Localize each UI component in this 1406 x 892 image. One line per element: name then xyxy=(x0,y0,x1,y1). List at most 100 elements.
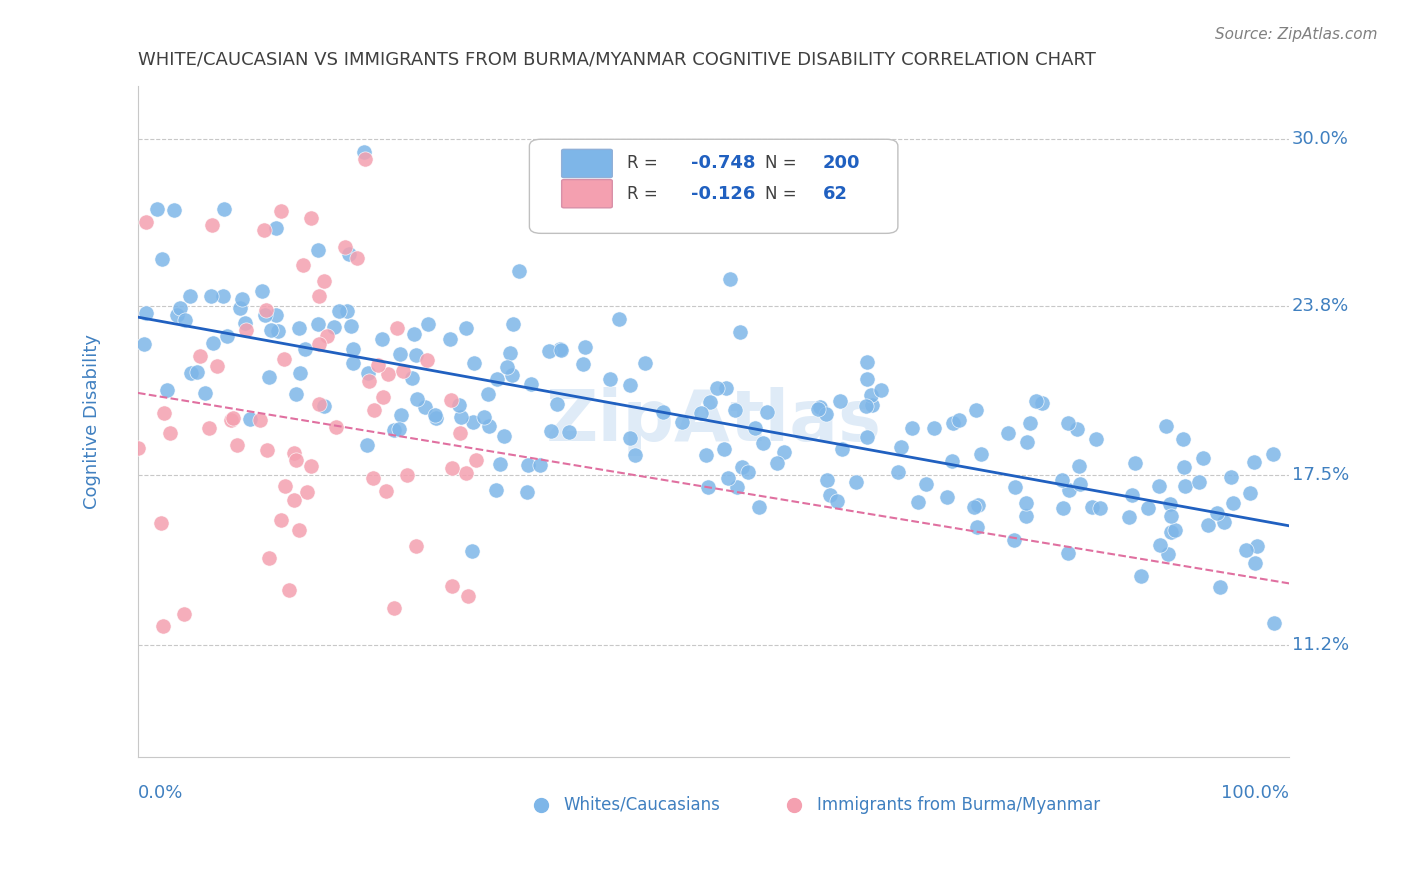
Point xyxy=(619,431,641,445)
Point xyxy=(405,348,427,362)
Point xyxy=(607,312,630,326)
Point xyxy=(153,406,176,420)
Point xyxy=(748,500,770,514)
Point xyxy=(827,494,849,508)
Point xyxy=(869,383,891,397)
Point xyxy=(1234,542,1257,557)
Point xyxy=(714,381,737,395)
Point xyxy=(671,415,693,429)
Point xyxy=(1031,396,1053,410)
Text: N =: N = xyxy=(765,154,797,172)
Point xyxy=(134,336,156,351)
Point xyxy=(449,426,471,441)
Point xyxy=(502,318,524,332)
Point xyxy=(335,240,357,254)
Point xyxy=(382,601,405,615)
Point xyxy=(499,346,522,360)
Point xyxy=(260,323,283,337)
Point xyxy=(233,317,256,331)
Point xyxy=(1056,417,1078,431)
Point xyxy=(173,607,195,621)
Point xyxy=(728,325,751,339)
Point xyxy=(478,419,501,434)
Point xyxy=(856,355,879,369)
Point xyxy=(460,544,482,558)
Point xyxy=(652,404,675,418)
Point xyxy=(1205,506,1227,520)
Point xyxy=(457,589,479,603)
Point xyxy=(619,377,641,392)
Point xyxy=(517,458,540,473)
Point xyxy=(856,372,879,386)
FancyBboxPatch shape xyxy=(530,139,898,234)
Point xyxy=(508,264,530,278)
Point xyxy=(291,258,314,272)
Point xyxy=(201,335,224,350)
Point xyxy=(254,302,277,317)
Point xyxy=(312,274,335,288)
Point xyxy=(464,453,486,467)
Point xyxy=(1088,501,1111,516)
Point xyxy=(818,488,841,502)
Point xyxy=(752,436,775,450)
Point xyxy=(1174,479,1197,493)
Point xyxy=(1219,470,1241,484)
Text: Source: ZipAtlas.com: Source: ZipAtlas.com xyxy=(1215,27,1378,42)
Point xyxy=(363,403,385,417)
Point xyxy=(375,483,398,498)
Point xyxy=(336,304,359,318)
Point xyxy=(766,456,789,470)
Point xyxy=(695,448,717,462)
Point xyxy=(1130,568,1153,582)
Point xyxy=(1085,433,1108,447)
Point xyxy=(574,340,596,354)
Point xyxy=(855,399,877,413)
Point xyxy=(288,366,311,380)
Point xyxy=(516,485,538,500)
Point xyxy=(180,366,202,380)
Point xyxy=(1160,524,1182,539)
Point xyxy=(1191,450,1213,465)
Point xyxy=(1050,473,1073,487)
Point xyxy=(860,398,883,412)
Point xyxy=(231,293,253,307)
Point xyxy=(965,403,987,417)
Point xyxy=(599,372,621,386)
Point xyxy=(1014,496,1036,510)
Point xyxy=(229,301,252,315)
Point xyxy=(222,410,245,425)
Point xyxy=(1243,557,1265,571)
Point xyxy=(1067,458,1090,473)
Point xyxy=(501,368,523,382)
Point xyxy=(441,580,464,594)
Point xyxy=(1121,488,1143,502)
Point xyxy=(264,221,287,235)
Point xyxy=(1004,480,1026,494)
Point xyxy=(285,453,308,467)
Point xyxy=(1239,486,1261,500)
Point xyxy=(1118,510,1140,524)
Point xyxy=(253,309,276,323)
Point xyxy=(737,465,759,479)
Point xyxy=(856,430,879,444)
Point xyxy=(382,423,405,437)
Point xyxy=(1160,508,1182,523)
Point xyxy=(328,304,350,318)
Point xyxy=(1173,459,1195,474)
Point xyxy=(367,358,389,372)
Text: 11.2%: 11.2% xyxy=(1292,636,1348,654)
Text: 30.0%: 30.0% xyxy=(1292,130,1348,148)
Text: Immigrants from Burma/Myanmar: Immigrants from Burma/Myanmar xyxy=(817,796,1101,814)
Point xyxy=(159,425,181,440)
Text: 62: 62 xyxy=(823,185,848,202)
Point xyxy=(274,478,297,492)
Point xyxy=(439,332,461,346)
Point xyxy=(259,550,281,565)
Point xyxy=(845,475,868,489)
Text: -0.126: -0.126 xyxy=(690,185,755,202)
Text: 0.0%: 0.0% xyxy=(138,784,183,803)
Point xyxy=(163,203,186,218)
Point xyxy=(127,441,149,455)
Point xyxy=(283,445,305,459)
FancyBboxPatch shape xyxy=(561,179,612,208)
